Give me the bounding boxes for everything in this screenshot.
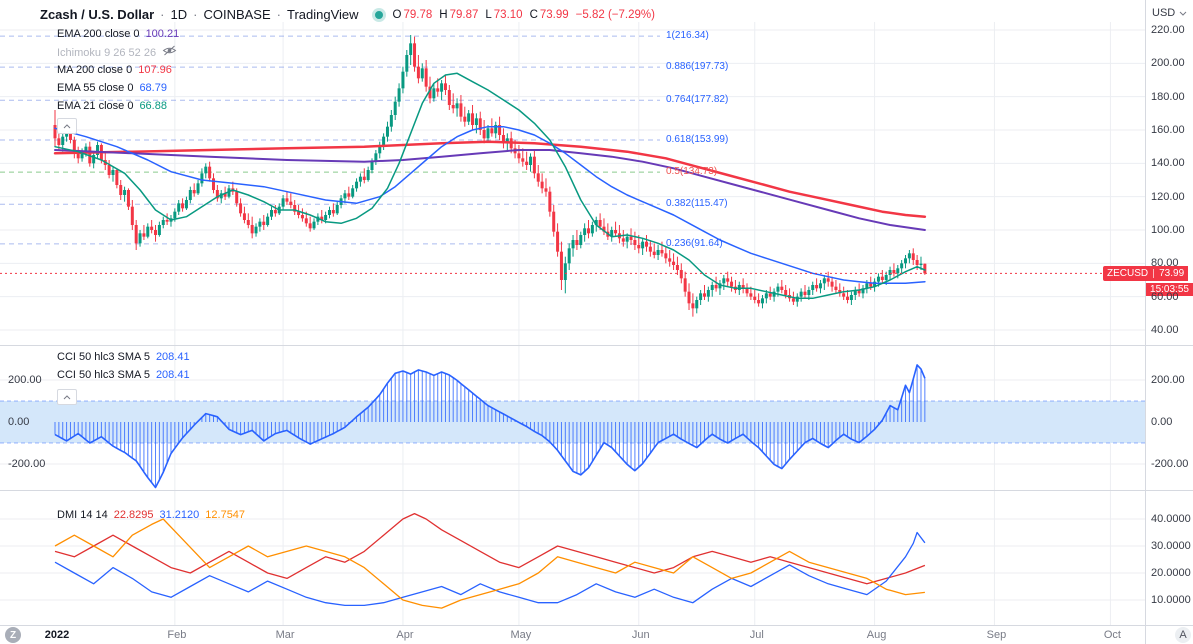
indicator-value: 22.8295 — [113, 509, 154, 521]
open-value: 79.78 — [403, 8, 433, 21]
time-axis-label: Feb — [167, 629, 187, 641]
indicator-legend-ichimoku[interactable]: Ichimoku 9 26 52 26 — [57, 45, 177, 61]
price-axis-label: 200.00 — [1151, 57, 1185, 70]
auto-scale-button[interactable]: A — [1175, 627, 1191, 643]
indicator-value: 208.41 — [155, 351, 190, 363]
bar-countdown: 15:03:55 — [1146, 283, 1193, 296]
cci-axis-label: -200.00 — [1151, 458, 1189, 470]
pane-divider[interactable] — [0, 488, 1193, 493]
indicator-legend-dmi[interactable]: DMI 14 14 22.8295 31.2120 12.7547 — [57, 509, 246, 521]
fib-level-label: 1(216.34) — [666, 30, 709, 42]
chevron-up-icon — [63, 123, 71, 128]
exchange-label: COINBASE — [203, 7, 271, 22]
collapse-pane-button[interactable] — [57, 389, 77, 405]
chevron-up-icon — [63, 394, 71, 399]
header-separator: · — [276, 7, 281, 22]
chevron-down-icon — [1179, 11, 1187, 16]
zcash-logo-badge: Z — [5, 627, 21, 643]
time-axis-label: Sep — [986, 629, 1007, 641]
indicator-value: 66.88 — [139, 100, 167, 112]
price-axis-label: 100.00 — [1151, 224, 1185, 236]
fib-level-label: 0.5(134.73) — [666, 166, 718, 178]
fib-level-label: 0.236(91.64) — [666, 237, 723, 249]
visibility-off-icon[interactable] — [162, 45, 177, 61]
time-axis-label: May — [510, 629, 532, 641]
indicator-legend-ema200[interactable]: EMA 200 close 0 100.21 — [57, 28, 180, 40]
indicator-value: 12.7547 — [205, 509, 246, 521]
symbol-title[interactable]: Zcash / U.S. Dollar — [40, 7, 155, 22]
cci-axis-label: 200.00 — [1151, 374, 1185, 386]
header-separator: · — [193, 7, 198, 22]
time-axis-label: Oct — [1103, 629, 1121, 641]
indicator-value: 208.41 — [155, 369, 190, 381]
indicator-legend-cci-1[interactable]: CCI 50 hlc3 SMA 5 208.41 — [57, 351, 190, 363]
dmi-axis-label: 20.0000 — [1151, 567, 1191, 579]
indicator-legend-ma200[interactable]: MA 200 close 0 107.96 — [57, 64, 172, 76]
time-axis-label: Mar — [275, 629, 295, 641]
cci-axis-label-left: -200.00 — [8, 458, 46, 470]
price-axis-label: 80.00 — [1151, 257, 1179, 270]
dmi-axis-label: 30.0000 — [1151, 540, 1191, 552]
price-axis-label: 220.00 — [1151, 24, 1185, 36]
last-price-value: 73.99 — [1159, 268, 1185, 279]
price-axis-label: 160.00 — [1151, 124, 1185, 136]
time-axis-label: Jun — [631, 629, 650, 641]
fib-level-label: 0.382(115.47) — [666, 198, 728, 210]
indicator-legend-ema55[interactable]: EMA 55 close 0 68.79 — [57, 82, 167, 94]
collapse-pane-button[interactable] — [57, 118, 77, 134]
fib-level-label: 0.886(197.73) — [666, 61, 729, 73]
cci-axis-label-left: 200.00 — [8, 374, 42, 386]
price-axis-label: 180.00 — [1151, 90, 1185, 103]
header-separator: · — [160, 7, 165, 22]
pane-divider[interactable] — [0, 343, 1193, 348]
cci-axis-label: 0.00 — [1151, 416, 1173, 428]
time-axis-label: Aug — [866, 629, 887, 641]
chart-header: Zcash / U.S. Dollar · 1D · COINBASE · Tr… — [40, 7, 655, 22]
price-axis-label: 140.00 — [1151, 157, 1185, 170]
cci-axis-label-left: 0.00 — [8, 416, 30, 428]
indicator-legend-cci-2[interactable]: CCI 50 hlc3 SMA 5 208.41 — [57, 369, 190, 381]
interval-button[interactable]: 1D — [170, 7, 188, 22]
brand-label: TradingView — [287, 7, 359, 22]
tag-divider — [1153, 269, 1155, 278]
change-value: −5.82 (−7.29%) — [575, 8, 655, 21]
symbol-ticker: ZECUSD — [1107, 268, 1149, 279]
indicator-value: 68.79 — [139, 82, 167, 94]
price-axis-label: 40.00 — [1151, 324, 1179, 336]
dmi-axis-label: 40.0000 — [1151, 513, 1191, 525]
low-value: 73.10 — [493, 8, 523, 21]
time-axis-label: 2022 — [44, 629, 70, 641]
close-value: 73.99 — [539, 8, 569, 21]
dmi-axis-label: 10.0000 — [1151, 594, 1191, 606]
ohlc-values: O 79.78 H 79.87 L 73.10 C 73.99 −5.82 (−7.29… — [392, 8, 655, 21]
fib-level-label: 0.764(177.82) — [666, 94, 729, 106]
price-axis-label: 120.00 — [1151, 190, 1185, 203]
currency-selector[interactable]: USD — [1152, 7, 1187, 19]
time-axis-label: Jul — [749, 629, 764, 641]
indicator-value: 100.21 — [145, 28, 180, 40]
price-axis-label: 60.00 — [1151, 290, 1179, 303]
last-price-tag: ZECUSD 73.99 — [1103, 266, 1189, 281]
market-status-icon — [374, 10, 383, 19]
indicator-value: 31.2120 — [159, 509, 200, 521]
indicator-value: 107.96 — [138, 64, 172, 76]
fib-level-label: 0.618(153.99) — [666, 134, 729, 146]
time-axis-label: Apr — [396, 629, 414, 641]
high-value: 79.87 — [449, 8, 479, 21]
indicator-legend-ema21[interactable]: EMA 21 close 0 66.88 — [57, 100, 167, 112]
